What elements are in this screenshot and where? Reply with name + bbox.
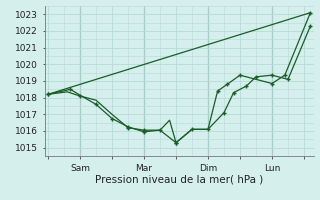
X-axis label: Pression niveau de la mer( hPa ): Pression niveau de la mer( hPa ) [95,174,263,184]
